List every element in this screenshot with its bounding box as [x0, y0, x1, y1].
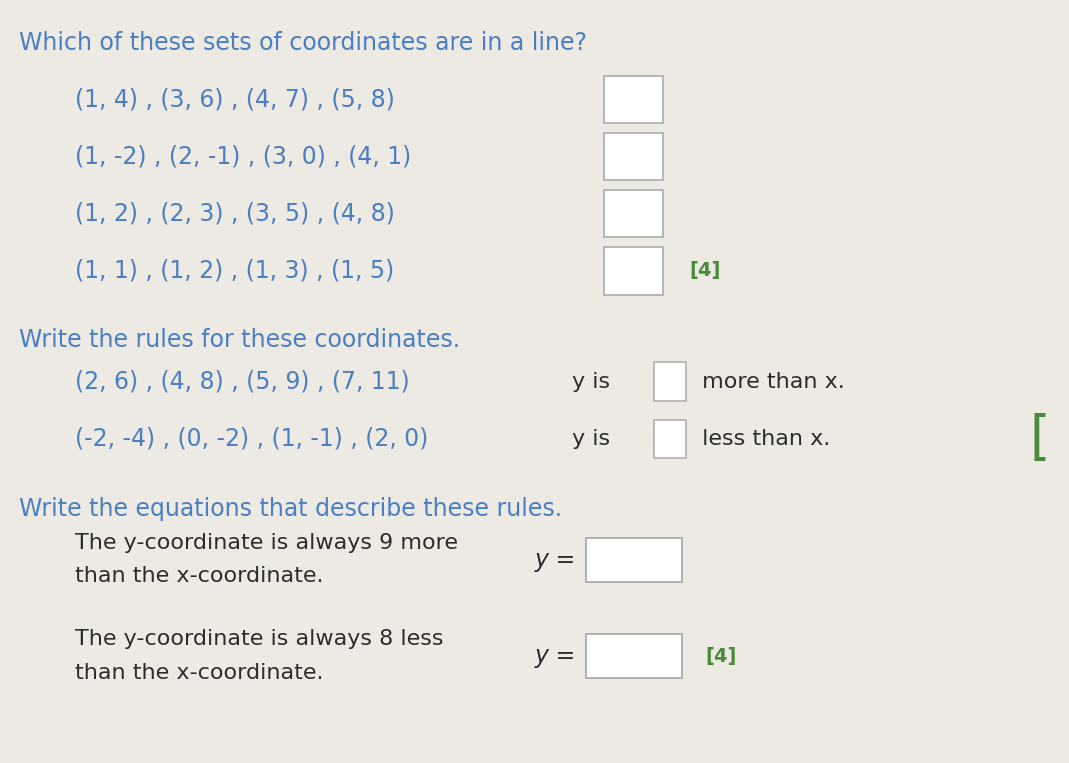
Text: The y-coordinate is always 9 more: The y-coordinate is always 9 more: [75, 533, 458, 553]
Text: (1, 1) , (1, 2) , (1, 3) , (1, 5): (1, 1) , (1, 2) , (1, 3) , (1, 5): [75, 259, 394, 283]
FancyBboxPatch shape: [654, 420, 686, 458]
FancyBboxPatch shape: [604, 133, 663, 180]
Text: (2, 6) , (4, 8) , (5, 9) , (7, 11): (2, 6) , (4, 8) , (5, 9) , (7, 11): [75, 369, 409, 394]
Text: [4]: [4]: [706, 647, 737, 665]
Text: (-2, -4) , (0, -2) , (1, -1) , (2, 0): (-2, -4) , (0, -2) , (1, -1) , (2, 0): [75, 427, 429, 451]
FancyBboxPatch shape: [604, 190, 663, 237]
Text: y is: y is: [572, 372, 617, 391]
Text: more than x.: more than x.: [695, 372, 845, 391]
Text: y =: y =: [534, 548, 584, 571]
Text: (1, 4) , (3, 6) , (4, 7) , (5, 8): (1, 4) , (3, 6) , (4, 7) , (5, 8): [75, 87, 394, 111]
Text: [4]: [4]: [690, 262, 721, 280]
Text: than the x-coordinate.: than the x-coordinate.: [75, 566, 323, 586]
FancyBboxPatch shape: [604, 247, 663, 295]
FancyBboxPatch shape: [586, 633, 682, 678]
Text: less than x.: less than x.: [695, 429, 831, 449]
Text: Write the equations that describe these rules.: Write the equations that describe these …: [19, 497, 562, 521]
Text: y =: y =: [534, 644, 584, 668]
Text: (1, 2) , (2, 3) , (3, 5) , (4, 8): (1, 2) , (2, 3) , (3, 5) , (4, 8): [75, 201, 394, 226]
FancyBboxPatch shape: [586, 537, 682, 582]
Text: The y-coordinate is always 8 less: The y-coordinate is always 8 less: [75, 629, 444, 649]
Text: than the x-coordinate.: than the x-coordinate.: [75, 663, 323, 683]
Text: y is: y is: [572, 429, 617, 449]
FancyBboxPatch shape: [654, 362, 686, 401]
FancyBboxPatch shape: [604, 76, 663, 123]
Text: Which of these sets of coordinates are in a line?: Which of these sets of coordinates are i…: [19, 31, 587, 54]
Text: Write the rules for these coordinates.: Write the rules for these coordinates.: [19, 328, 461, 352]
Text: [: [: [1029, 413, 1050, 465]
Text: (1, -2) , (2, -1) , (3, 0) , (4, 1): (1, -2) , (2, -1) , (3, 0) , (4, 1): [75, 144, 412, 169]
